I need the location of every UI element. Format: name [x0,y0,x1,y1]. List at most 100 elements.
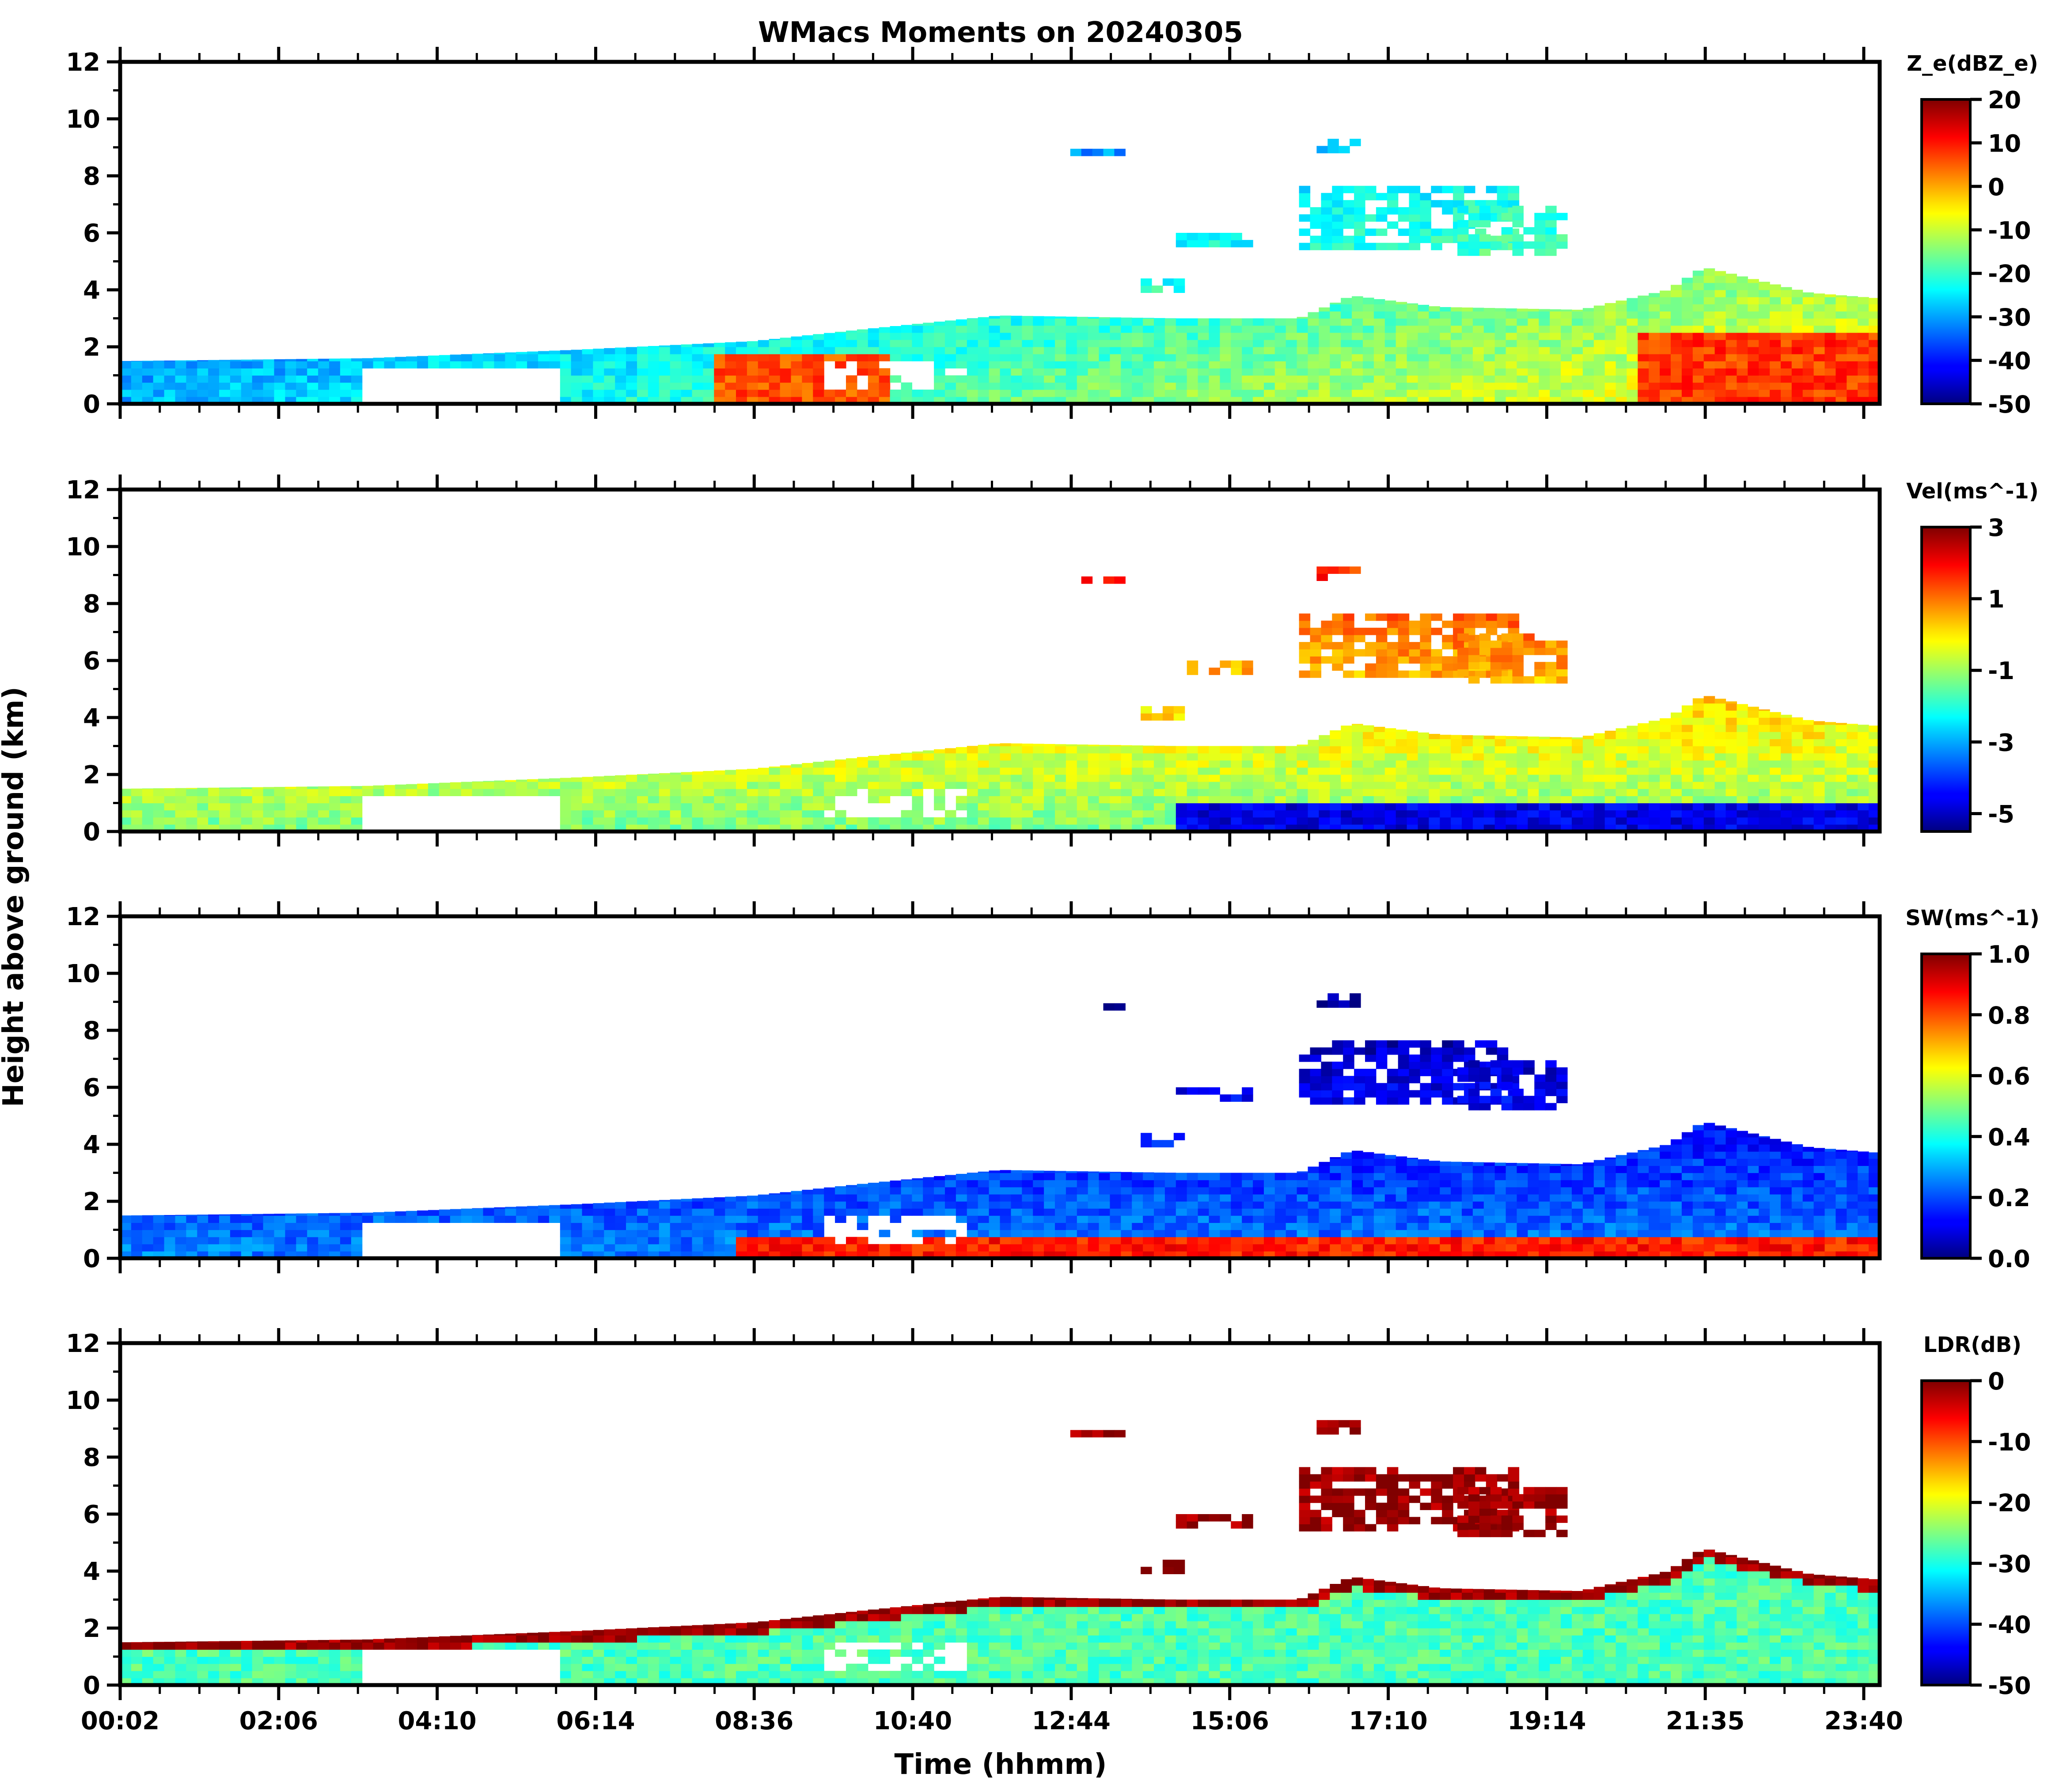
heatmap-cell [1327,146,1339,153]
heatmap-cell [1681,817,1693,825]
heatmap-cell [1176,767,1187,775]
heatmap-cell [1066,375,1077,383]
heatmap-cell [439,1209,451,1216]
heatmap-cell [1121,317,1132,319]
heatmap-cell [692,771,703,775]
heatmap-cell [373,357,385,361]
heatmap-cell [1671,368,1682,376]
heatmap-cell [1154,789,1165,796]
heatmap-cell [1869,803,1880,811]
heatmap-cell [516,361,527,368]
heatmap-ze [120,139,1880,404]
heatmap-cell [736,354,747,361]
heatmap-cell [1692,796,1704,804]
heatmap-cell [1141,278,1152,286]
heatmap-cell [340,789,352,796]
heatmap-cell [791,1230,802,1238]
heatmap-cell [1132,318,1143,326]
heatmap-cell [1066,1194,1077,1202]
heatmap-cell [208,1223,220,1230]
heatmap-cell [1802,725,1814,732]
heatmap-cell [1725,803,1737,811]
heatmap-cell [296,796,307,804]
heatmap-cell [428,361,440,368]
heatmap-cell [890,789,902,796]
heatmap-cell [1835,753,1847,761]
heatmap-cell [186,817,197,825]
heatmap-cell [989,339,1001,347]
heatmap-cell [1088,789,1100,796]
heatmap-cell [1486,200,1498,208]
heatmap-cell [1398,656,1410,664]
heatmap-cell [274,787,285,789]
heatmap-cell [1231,1244,1242,1252]
heatmap-cell [1396,361,1407,368]
heatmap-cell [1692,710,1704,718]
heatmap-cell [1418,782,1429,789]
heatmap-cell [1066,760,1077,768]
heatmap-cell [1000,1180,1011,1188]
heatmap-cell [1308,332,1319,340]
heatmap-cell [1649,810,1660,818]
heatmap-cell [1341,339,1352,347]
heatmap-cell [1176,810,1187,818]
heatmap-cell [1759,775,1770,782]
heatmap-cell [1164,817,1176,825]
heatmap-cell [813,354,824,361]
heatmap-cell [1354,649,1365,657]
heatmap-cell [1582,308,1594,311]
heatmap-cell [637,775,648,782]
heatmap-cell [1209,767,1220,775]
heatmap-cell [1483,361,1495,368]
heatmap-cell [1099,753,1110,761]
heatmap-cell [230,810,242,818]
heatmap-cell [1770,753,1781,761]
heatmap-cell [1162,278,1174,286]
heatmap-cell [1550,347,1561,354]
heatmap-cell [1000,760,1011,768]
heatmap-cell [1759,368,1770,376]
heatmap-cell [1627,354,1638,361]
heatmap-cell [1453,642,1464,649]
heatmap-cell [758,340,770,347]
heatmap-cell [1681,705,1693,711]
heatmap-cell [1835,725,1847,732]
heatmap-cell [1593,782,1605,789]
heatmap-cell [1143,745,1154,747]
heatmap-cell [1066,1171,1077,1173]
heatmap-cell [1055,796,1066,804]
heatmap-cell [1220,782,1231,789]
heatmap-cell [736,368,747,376]
heatmap-cell [307,786,319,789]
heatmap-cell [934,347,945,354]
heatmap-cell [1033,803,1044,811]
heatmap-cell [1099,1215,1110,1223]
heatmap-cell [1638,723,1649,725]
heatmap-cell [527,1215,539,1223]
heatmap-cell [1176,375,1187,383]
heatmap-cell [1376,642,1388,649]
heatmap-cell [1442,663,1453,671]
heatmap-cell [1253,810,1264,818]
heatmap-cell [142,1237,154,1245]
heatmap-cell [230,787,242,789]
heatmap-cell [780,375,792,383]
heatmap-cell [901,789,912,796]
heatmap-cell [1330,311,1341,319]
heatmap-cell [1681,347,1693,354]
heatmap-cell [1220,803,1231,811]
heatmap-cell [857,347,868,354]
heatmap-cell [307,1223,319,1230]
heatmap-cell [1354,670,1365,678]
heatmap-cell [1582,810,1594,818]
heatmap-cell [1044,389,1055,397]
heatmap-cell [1164,339,1176,347]
heatmap-cell [1354,221,1365,229]
heatmap-cell [1022,789,1033,796]
heatmap-cell [615,368,626,376]
heatmap-cell [857,339,868,347]
heatmap-cell [1649,389,1660,397]
heatmap-cell [1703,782,1715,789]
heatmap-cell [1310,243,1321,251]
heatmap-cell [296,1244,307,1252]
